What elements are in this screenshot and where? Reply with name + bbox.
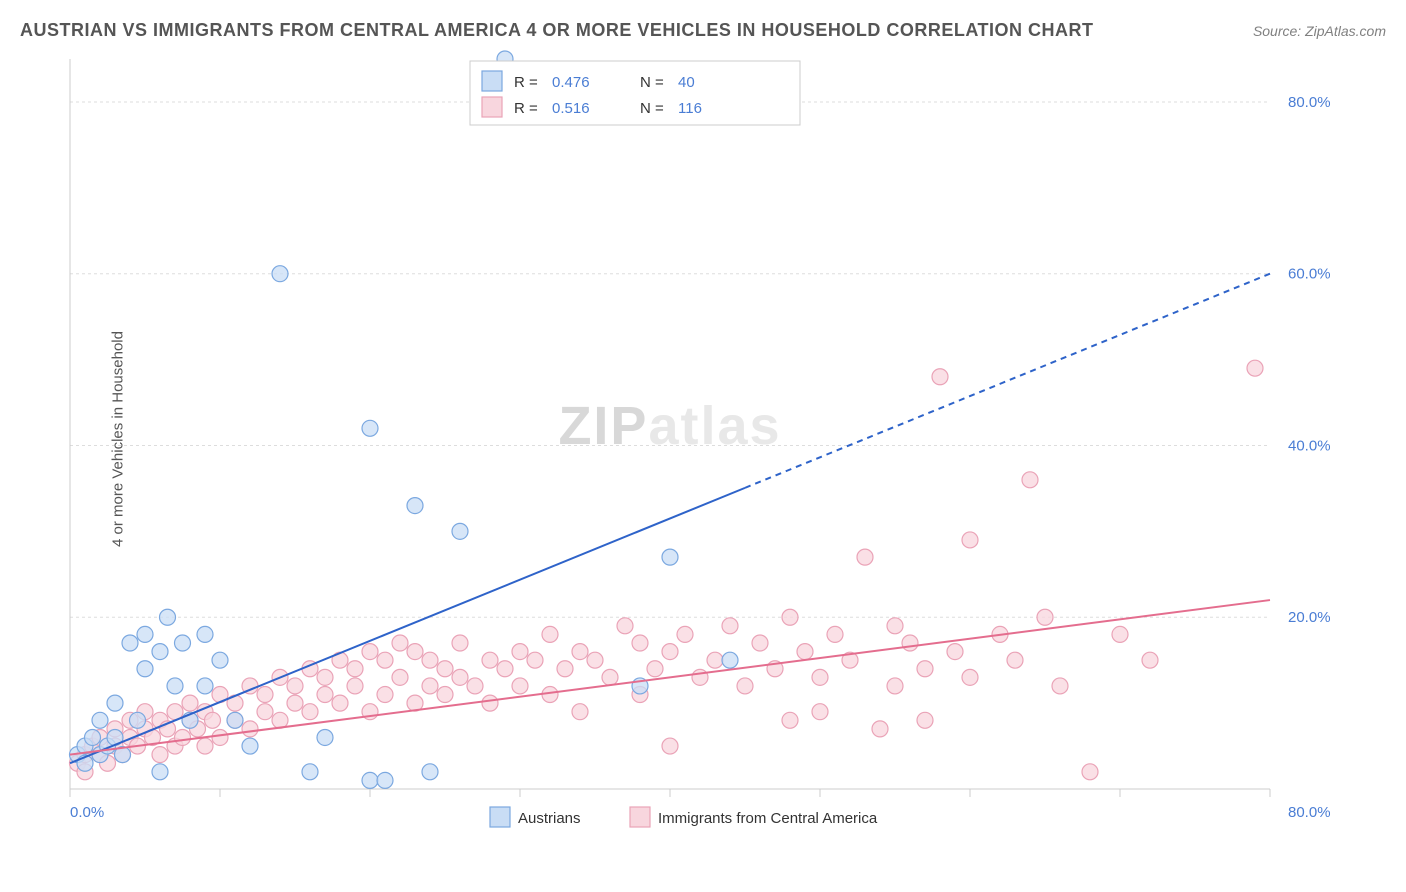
svg-text:40.0%: 40.0% [1288, 437, 1330, 454]
svg-text:N =: N = [640, 74, 664, 91]
svg-text:N =: N = [640, 100, 664, 117]
chart-title: AUSTRIAN VS IMMIGRANTS FROM CENTRAL AMER… [20, 20, 1094, 41]
svg-text:20.0%: 20.0% [1288, 609, 1330, 626]
svg-text:80.0%: 80.0% [1288, 94, 1330, 111]
svg-text:116: 116 [678, 100, 702, 117]
svg-text:0.516: 0.516 [552, 100, 590, 117]
svg-text:0.476: 0.476 [552, 74, 590, 91]
svg-text:Austrians: Austrians [518, 810, 581, 827]
svg-text:80.0%: 80.0% [1288, 804, 1330, 821]
svg-text:0.0%: 0.0% [70, 804, 104, 821]
source-attribution: Source: ZipAtlas.com [1253, 23, 1386, 39]
y-axis-label: 4 or more Vehicles in Household [109, 331, 126, 547]
svg-text:R =: R = [514, 74, 538, 91]
svg-text:60.0%: 60.0% [1288, 266, 1330, 283]
svg-text:40: 40 [678, 74, 695, 91]
svg-text:ZIPatlas: ZIPatlas [558, 396, 781, 456]
correlation-scatter-chart: 20.0% 40.0% 60.0% 80.0% ZIPatlas 0.0% 80.0% R =… [20, 49, 1330, 829]
svg-text:Immigrants from Central Americ: Immigrants from Central America [658, 810, 878, 827]
svg-text:R =: R = [514, 100, 538, 117]
